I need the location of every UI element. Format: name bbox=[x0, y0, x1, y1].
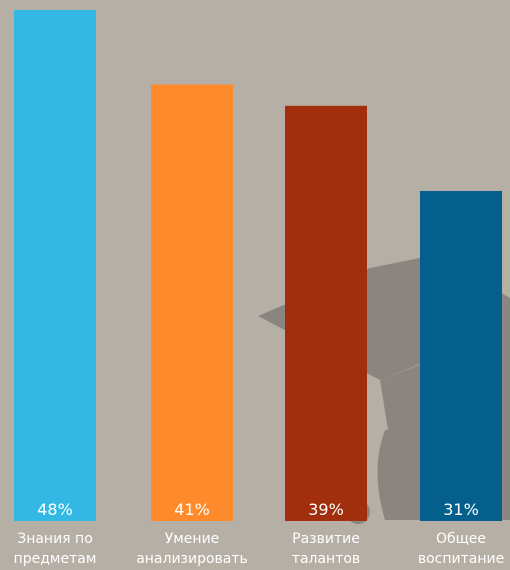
bar-value-label: 39% bbox=[308, 500, 344, 519]
category-label: Общее bbox=[436, 531, 486, 547]
category-label: Умение bbox=[165, 531, 220, 547]
category-labels-group: Знания по предметам Умение анализировать Раз… bbox=[14, 531, 505, 567]
category-label: Развитие bbox=[292, 531, 360, 547]
bar-4 bbox=[420, 190, 502, 521]
bar-value-label: 31% bbox=[443, 500, 479, 519]
bar-3 bbox=[285, 105, 367, 521]
category-label: Знания по bbox=[17, 531, 93, 547]
bar-value-label: 41% bbox=[174, 500, 210, 519]
category-label: талантов bbox=[292, 551, 360, 567]
bars-group bbox=[14, 10, 502, 521]
bar-1 bbox=[14, 10, 96, 521]
value-labels-group: 48% 41% 39% 31% bbox=[37, 500, 479, 519]
bar-value-label: 48% bbox=[37, 500, 73, 519]
category-label: воспитание bbox=[418, 551, 504, 567]
category-label: анализировать bbox=[136, 551, 248, 567]
bar-2 bbox=[151, 84, 233, 521]
category-label: предметам bbox=[14, 551, 97, 567]
